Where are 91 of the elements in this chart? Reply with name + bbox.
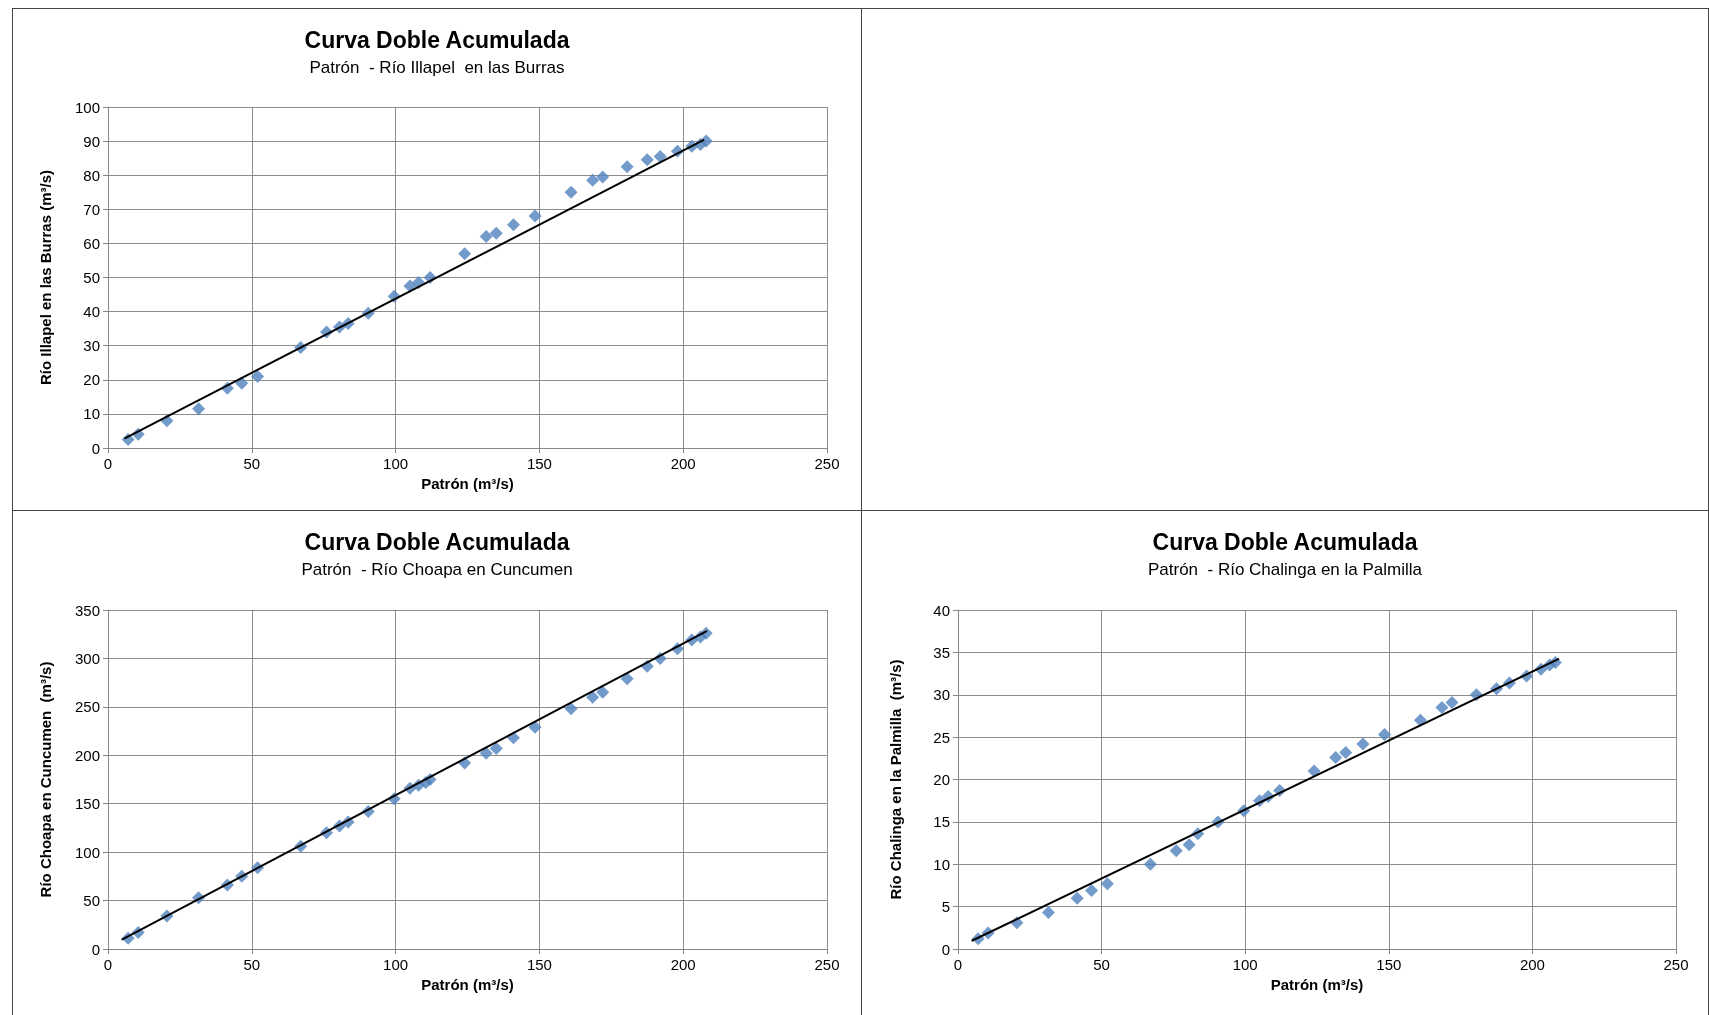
x-tick-label: 100 — [383, 455, 409, 472]
point — [1085, 884, 1099, 898]
x-axis-title: Patrón (m³/s) — [1270, 976, 1364, 993]
point — [489, 742, 503, 756]
point — [489, 226, 503, 240]
y-tick-label: 80 — [83, 166, 100, 184]
y-tick-label: 10 — [933, 855, 950, 873]
y-tick-label: 15 — [933, 813, 950, 831]
point — [479, 746, 493, 760]
y-tick-label: 50 — [83, 892, 100, 910]
point — [620, 160, 634, 174]
y-tick-label: 90 — [83, 132, 100, 150]
y-tick-label: 0 — [941, 940, 950, 958]
x-tick-label: 200 — [1519, 956, 1545, 973]
point — [1377, 728, 1391, 742]
y-tick-label: 70 — [83, 200, 100, 218]
x-tick-label: 0 — [953, 956, 963, 973]
y-tick-label: 20 — [83, 371, 100, 389]
point — [1143, 857, 1157, 871]
point — [1182, 838, 1196, 852]
point — [1435, 700, 1449, 714]
y-tick-label: 350 — [74, 601, 100, 619]
y-axis-title: Río Chalinga en la Palmilla (m³/s) — [887, 659, 904, 900]
y-tick-label: 25 — [933, 728, 950, 746]
y-tick-label: 40 — [83, 303, 100, 321]
y-tick-label: 250 — [74, 698, 100, 716]
x-tick-label: 100 — [383, 956, 409, 973]
y-tick-label: 60 — [83, 234, 100, 252]
x-tick-label: 150 — [526, 455, 552, 472]
y-tick-label: 300 — [74, 649, 100, 667]
x-tick-label: 100 — [1232, 956, 1258, 973]
point — [528, 209, 542, 223]
point — [586, 690, 600, 704]
x-tick-label: 250 — [814, 956, 840, 973]
x-tick-label: 50 — [243, 455, 261, 472]
x-axis-title: Patrón (m³/s) — [421, 976, 514, 993]
chart-title: Curva Doble Acumulada — [304, 528, 570, 555]
point — [596, 685, 610, 699]
point — [596, 170, 610, 184]
x-tick-label: 0 — [103, 956, 113, 973]
y-tick-label: 5 — [941, 898, 950, 916]
y-tick-label: 40 — [933, 601, 950, 619]
x-tick-label: 250 — [814, 455, 840, 472]
point — [586, 173, 600, 187]
point — [564, 185, 578, 199]
point — [192, 402, 206, 416]
point — [1329, 750, 1343, 764]
point — [1356, 737, 1370, 751]
y-tick-label: 0 — [91, 940, 100, 958]
x-tick-label: 150 — [526, 956, 552, 973]
x-tick-label: 50 — [1093, 956, 1110, 973]
chart-subtitle: Patrón - Río Chalinga en la Palmilla — [1147, 560, 1423, 579]
x-tick-label: 150 — [1376, 956, 1402, 973]
point — [1041, 906, 1055, 920]
chart-subtitle: Patrón - Río Illapel en las Burras — [309, 58, 565, 77]
point — [251, 369, 265, 383]
x-tick-label: 200 — [670, 956, 696, 973]
y-axis-title: Río Illapel en las Burras (m³/s) — [37, 169, 54, 386]
point — [1169, 844, 1183, 858]
point — [640, 153, 654, 167]
y-axis-title: Río Choapa en Cuncumen (m³/s) — [37, 661, 54, 898]
point — [564, 702, 578, 716]
x-tick-label: 0 — [103, 455, 113, 472]
point — [458, 247, 472, 261]
point — [1339, 745, 1353, 759]
point — [1100, 877, 1114, 891]
y-tick-label: 30 — [83, 337, 100, 355]
x-tick-label: 200 — [670, 455, 696, 472]
y-tick-label: 35 — [933, 643, 950, 661]
point — [479, 230, 493, 244]
point — [1445, 695, 1459, 709]
chart-subtitle: Patrón - Río Choapa en Cuncumen — [301, 560, 573, 579]
point — [653, 149, 667, 163]
point — [1070, 891, 1084, 905]
point — [620, 672, 634, 686]
y-tick-label: 10 — [83, 405, 100, 423]
chart-title: Curva Doble Acumulada — [1152, 528, 1418, 555]
y-tick-label: 100 — [74, 98, 100, 116]
x-axis-title: Patrón (m³/s) — [421, 475, 514, 492]
y-tick-label: 200 — [74, 746, 100, 764]
x-tick-label: 50 — [243, 956, 261, 973]
chart-title: Curva Doble Acumulada — [304, 26, 570, 53]
x-tick-label: 250 — [1663, 956, 1689, 973]
y-tick-label: 20 — [933, 771, 950, 788]
y-tick-label: 150 — [74, 795, 100, 813]
y-tick-label: 50 — [83, 269, 100, 286]
point — [507, 218, 521, 232]
y-tick-label: 30 — [933, 686, 950, 704]
point — [528, 720, 542, 734]
y-tick-label: 100 — [74, 843, 100, 861]
y-tick-label: 0 — [91, 439, 100, 457]
